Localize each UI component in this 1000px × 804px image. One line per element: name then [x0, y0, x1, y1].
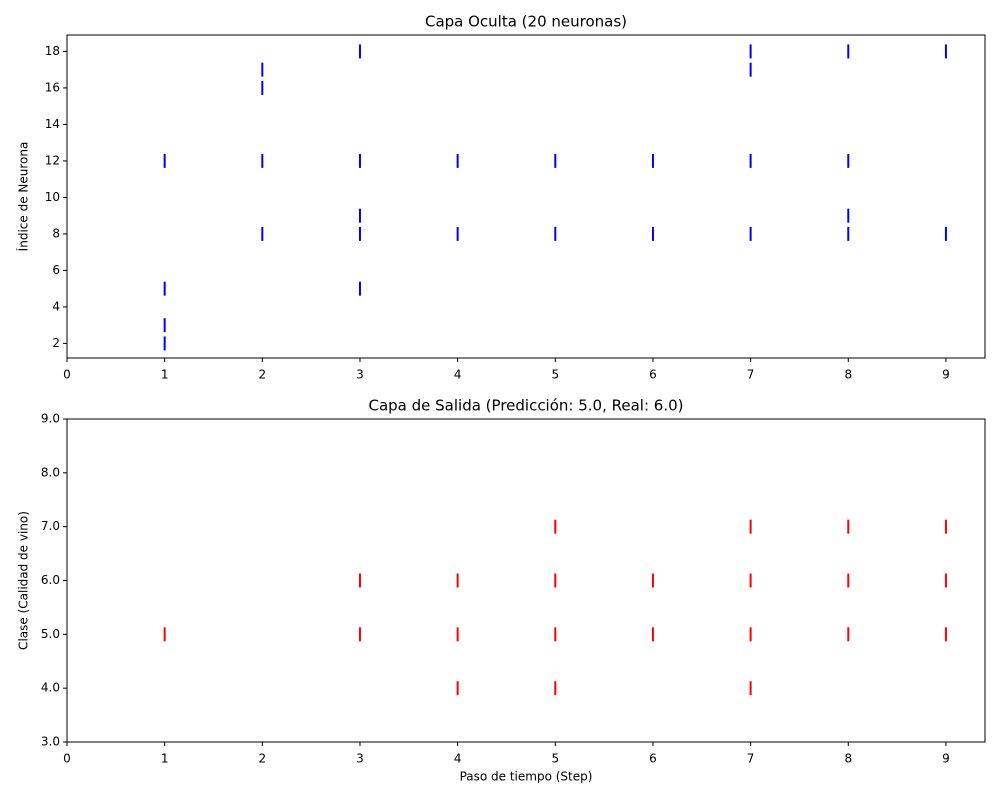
- y-tick-label: 10: [45, 190, 60, 204]
- x-tick-label: 8: [844, 368, 852, 382]
- x-tick-label: 2: [258, 368, 266, 382]
- x-tick-label: 3: [356, 368, 364, 382]
- x-tick-label: 1: [161, 752, 169, 766]
- x-tick-label: 3: [356, 752, 364, 766]
- x-tick-label: 9: [942, 752, 950, 766]
- plot-frame: [66, 418, 986, 743]
- x-tick-label: 9: [942, 368, 950, 382]
- y-tick-label: 4: [52, 299, 60, 313]
- x-tick-label: 8: [844, 752, 852, 766]
- x-tick-label: 5: [551, 752, 559, 766]
- y-axis-label: Clase (Calidad de vino): [17, 511, 31, 650]
- y-tick-label: 8: [52, 226, 60, 240]
- x-tick-label: 2: [258, 752, 266, 766]
- y-tick-label: 7.0: [41, 519, 60, 533]
- x-tick-label: 4: [454, 368, 462, 382]
- x-tick-label: 0: [63, 368, 71, 382]
- y-tick-label: 8.0: [41, 465, 60, 479]
- y-tick-label: 5.0: [41, 627, 60, 641]
- y-tick-label: 18: [45, 44, 60, 58]
- x-tick-label: 6: [649, 368, 657, 382]
- chart-title: Capa de Salida (Predicción: 5.0, Real: 6…: [368, 397, 683, 415]
- x-tick-label: 5: [551, 368, 559, 382]
- x-tick-label: 6: [649, 752, 657, 766]
- y-axis-label: Índice de Neurona: [16, 142, 31, 252]
- y-tick-label: 12: [45, 153, 60, 167]
- x-tick-label: 7: [747, 752, 755, 766]
- x-tick-label: 7: [747, 368, 755, 382]
- x-tick-label: 0: [63, 752, 71, 766]
- plot-frame: [66, 34, 986, 359]
- x-tick-label: 4: [454, 752, 462, 766]
- chart-title: Capa Oculta (20 neuronas): [425, 13, 627, 31]
- x-tick-label: 1: [161, 368, 169, 382]
- x-axis-label: Paso de tiempo (Step): [460, 770, 593, 784]
- y-tick-label: 2: [52, 336, 60, 350]
- y-tick-label: 9.0: [41, 412, 60, 426]
- y-tick-label: 16: [45, 80, 60, 94]
- y-tick-label: 14: [45, 117, 60, 131]
- y-tick-label: 6.0: [41, 573, 60, 587]
- y-tick-label: 6: [52, 263, 60, 277]
- y-tick-label: 4.0: [41, 681, 60, 695]
- y-tick-label: 3.0: [41, 735, 60, 749]
